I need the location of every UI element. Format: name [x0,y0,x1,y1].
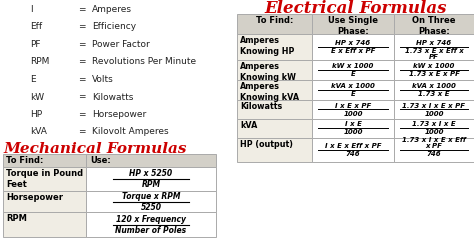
Bar [312,80,394,100]
Bar [312,14,394,34]
Text: Revolutions Per Minute: Revolutions Per Minute [92,58,196,66]
Bar [394,138,474,162]
Text: =: = [78,58,85,66]
Text: I x E: I x E [345,122,362,127]
Text: 1.73 x I x E x Eff
x PF: 1.73 x I x E x Eff x PF [402,137,466,149]
Text: Number of Poles: Number of Poles [116,226,187,234]
Text: 120 x Frequency: 120 x Frequency [116,214,186,224]
Text: Torque in Pound
Feet: Torque in Pound Feet [6,169,83,189]
Text: I: I [30,5,33,14]
Text: 1.73 x E: 1.73 x E [418,91,450,97]
Bar [3,212,86,237]
Text: HP x 5250: HP x 5250 [129,169,173,178]
Bar [237,34,312,60]
Text: Amperes: Amperes [92,5,132,14]
Text: =: = [78,127,85,137]
Text: =: = [78,40,85,49]
Text: To Find:: To Find: [256,16,293,25]
Text: E: E [351,91,356,97]
Text: 746: 746 [427,151,441,157]
Text: I x E x PF: I x E x PF [335,103,371,108]
Bar [312,138,394,162]
Bar [394,34,474,60]
Text: kVA x 1000: kVA x 1000 [331,83,375,89]
Bar [3,191,86,212]
Text: Electrical Formulas: Electrical Formulas [264,0,447,17]
Text: Torque x RPM: Torque x RPM [122,191,180,201]
Text: =: = [78,110,85,119]
Bar [394,119,474,138]
Text: HP x 746: HP x 746 [417,40,452,46]
Text: 746: 746 [346,151,360,157]
Text: RPM: RPM [30,58,49,66]
Text: To Find:: To Find: [6,156,44,165]
Text: HP x 746: HP x 746 [336,40,371,46]
Bar [394,80,474,100]
Text: 1000: 1000 [343,110,363,117]
Bar [394,14,474,34]
Text: E x Eff x PF: E x Eff x PF [331,48,375,54]
Text: HP (output): HP (output) [240,140,293,149]
Text: kVA: kVA [240,121,257,130]
Bar [86,212,216,237]
Text: kW x 1000: kW x 1000 [332,63,374,69]
Text: 1000: 1000 [424,129,444,136]
Text: kW: kW [30,92,44,102]
Text: Horsepower: Horsepower [92,110,146,119]
Text: =: = [78,22,85,32]
Text: On Three
Phase:: On Three Phase: [412,16,456,36]
Bar [86,154,216,167]
Text: I x E x Eff x PF: I x E x Eff x PF [325,143,381,149]
Text: Amperes
Knowing HP: Amperes Knowing HP [240,36,294,56]
Text: Amperes
Knowing kW: Amperes Knowing kW [240,62,296,82]
Text: PF: PF [30,40,40,49]
Text: =: = [78,75,85,84]
Text: E: E [351,71,356,77]
Text: Power Factor: Power Factor [92,40,150,49]
Bar [237,14,312,34]
Text: 1.73 x E x Eff x
PF: 1.73 x E x Eff x PF [405,48,464,61]
Bar [237,100,312,119]
Text: 1.73 x I x E: 1.73 x I x E [412,122,456,127]
Bar [394,60,474,80]
Text: RPM: RPM [141,180,161,189]
Text: Volts: Volts [92,75,114,84]
Text: Eff: Eff [30,22,42,32]
Text: kVA x 1000: kVA x 1000 [412,83,456,89]
Bar [394,100,474,119]
Text: Use:: Use: [90,156,111,165]
Text: kVA: kVA [30,127,47,137]
Text: HP: HP [30,110,42,119]
Text: Kilowatts: Kilowatts [92,92,133,102]
Text: Amperes
Knowing kVA: Amperes Knowing kVA [240,82,299,102]
Bar [3,167,86,191]
Bar [237,80,312,100]
Text: Efficiency: Efficiency [92,22,136,32]
Text: =: = [78,5,85,14]
Text: 5250: 5250 [140,203,162,211]
Bar [3,154,86,167]
Text: Horsepower: Horsepower [6,193,63,202]
Bar [237,119,312,138]
Text: Kilovolt Amperes: Kilovolt Amperes [92,127,169,137]
Text: RPM: RPM [6,214,27,223]
Text: E: E [30,75,36,84]
Bar [312,60,394,80]
Text: 1000: 1000 [343,129,363,136]
Bar [237,138,312,162]
Text: 1.73 x E x PF: 1.73 x E x PF [409,71,459,77]
Bar [86,191,216,212]
Bar [86,167,216,191]
Text: kW x 1000: kW x 1000 [413,63,455,69]
Bar [312,100,394,119]
Text: 1000: 1000 [424,110,444,117]
Text: =: = [78,92,85,102]
Bar [312,119,394,138]
Text: Mechanical Formulas: Mechanical Formulas [3,142,186,156]
Text: Kilowatts: Kilowatts [240,102,282,111]
Bar [237,60,312,80]
Text: 1.73 x I x E x PF: 1.73 x I x E x PF [402,103,465,108]
Text: Use Single
Phase:: Use Single Phase: [328,16,378,36]
Bar [312,34,394,60]
